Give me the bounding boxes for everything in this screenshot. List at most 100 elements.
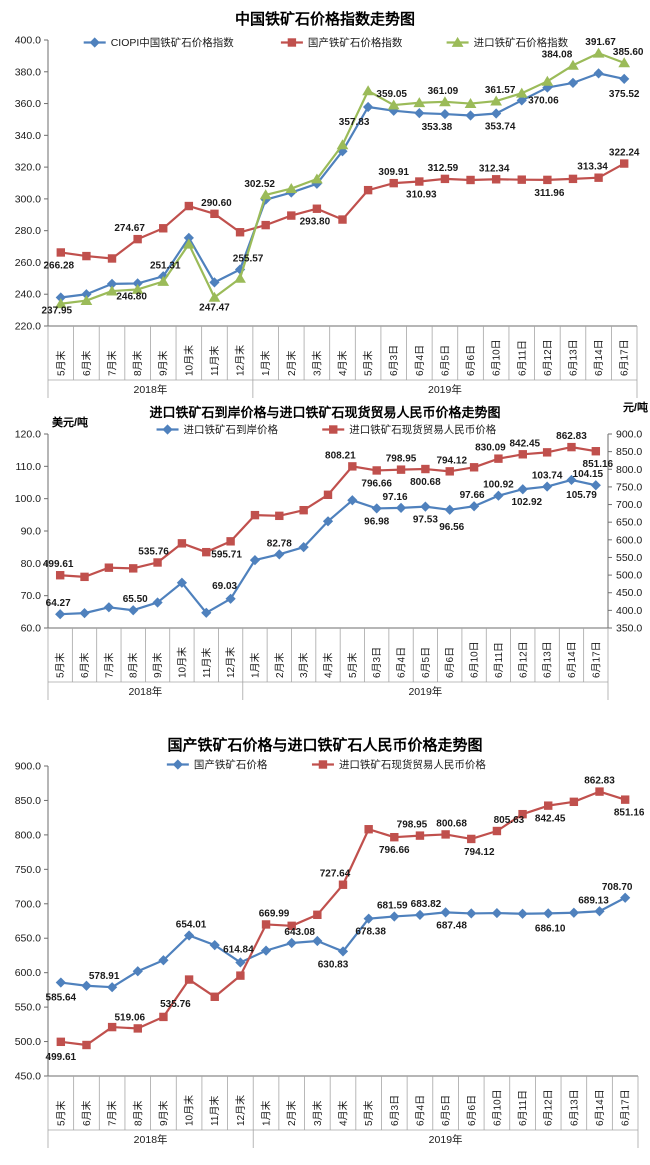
data-point-marker-triangle <box>362 85 374 96</box>
x-axis-label: 12月末 <box>224 647 237 678</box>
y-axis-label: 60.0 <box>21 623 42 635</box>
legend-label: 进口铁矿石现货贸易人民币价格 <box>339 758 486 771</box>
y-axis-label: 700.0 <box>15 898 41 910</box>
data-point-label: 361.09 <box>428 86 459 97</box>
series-line <box>60 790 626 1047</box>
x-axis-label: 6月5日 <box>439 345 451 376</box>
data-point-label: 309.91 <box>378 167 409 178</box>
x-axis-label: 6月3日 <box>389 1095 401 1126</box>
data-point-marker-triangle <box>439 96 451 107</box>
data-point-marker-square <box>235 228 245 237</box>
data-point-label: 595.71 <box>211 549 242 560</box>
x-axis-label: 3月末 <box>297 652 310 678</box>
data-point-marker-diamond <box>568 907 579 918</box>
x-axis-label: 6月14日 <box>566 641 578 678</box>
data-point-marker-triangle <box>182 238 195 249</box>
data-point-marker-diamond <box>79 608 90 619</box>
data-point-marker-square <box>226 537 235 546</box>
data-point-label: 82.78 <box>267 538 292 549</box>
data-point-marker-diamond <box>420 501 431 512</box>
x-axis-label: 1月末 <box>260 1100 273 1126</box>
x-axis-label: 6月11日 <box>516 340 528 376</box>
data-point-marker-diamond <box>286 937 297 949</box>
x-axis-label: 6月3日 <box>388 345 400 376</box>
data-point-marker-diamond <box>225 593 236 604</box>
data-point-label: 686.10 <box>535 923 566 934</box>
legend-item: 进口铁矿石到岸价格 <box>156 423 279 436</box>
data-point-marker-square <box>567 442 576 452</box>
series-line <box>60 72 625 299</box>
data-point-label: 312.34 <box>479 163 510 174</box>
data-point-marker-diamond <box>516 95 527 106</box>
data-point-marker-triangle <box>592 47 605 58</box>
data-point-marker-diamond <box>542 481 553 492</box>
data-point-label: 683.82 <box>411 899 442 910</box>
data-point-marker-triangle <box>259 189 272 200</box>
data-point-marker-square <box>313 910 322 920</box>
data-point-marker-square <box>133 1024 142 1033</box>
data-point-label: 237.95 <box>42 305 73 316</box>
data-point-marker-triangle <box>106 285 118 296</box>
data-point-marker-square <box>153 558 162 567</box>
data-point-label: 654.01 <box>176 919 207 930</box>
data-point-marker-square <box>421 464 430 474</box>
data-point-label: 796.66 <box>379 845 410 856</box>
right-y-axis-label: 850.0 <box>616 446 642 458</box>
data-point-marker-diamond <box>201 607 212 618</box>
data-point-label: 630.83 <box>318 959 349 970</box>
data-point-marker-diamond <box>543 908 554 919</box>
data-point-marker-diamond <box>593 68 604 79</box>
data-point-label: 290.60 <box>201 198 232 209</box>
data-point-label: 805.63 <box>494 815 525 826</box>
right-y-axis-label: 750.0 <box>616 481 642 493</box>
data-point-label: 499.61 <box>43 559 74 570</box>
data-point-marker-diamond <box>347 495 358 506</box>
right-y-axis-label: 550.0 <box>616 552 642 564</box>
data-point-label: 69.03 <box>212 581 237 592</box>
x-axis-label: 6月12日 <box>517 641 529 678</box>
data-point-marker-diamond <box>209 277 220 288</box>
right-y-axis-label: 700.0 <box>616 499 642 511</box>
data-point-marker-square <box>80 572 89 582</box>
data-point-label: 353.38 <box>422 122 453 133</box>
x-axis-label: 8月末 <box>131 1100 144 1126</box>
legend-label: CIOPI中国铁矿石价格指数 <box>111 36 235 49</box>
data-point-marker-square <box>55 571 65 580</box>
data-point-marker-triangle <box>208 291 221 302</box>
year-group-label: 2018年 <box>134 383 168 396</box>
data-point-label: 519.06 <box>114 1012 145 1023</box>
x-axis-label: 6月4日 <box>414 1095 426 1126</box>
data-point-marker-triangle <box>336 139 349 150</box>
data-point-label: 375.52 <box>609 89 640 100</box>
legend-label: 进口铁矿石到岸价格 <box>184 423 279 436</box>
data-point-label: 585.64 <box>46 993 77 1004</box>
data-point-marker-triangle <box>157 275 170 286</box>
data-point-marker-square <box>544 801 553 810</box>
data-point-marker-square <box>133 234 142 244</box>
x-axis-label: 9月末 <box>157 1100 170 1126</box>
data-point-marker-square <box>619 159 629 168</box>
x-axis-label: 12月末 <box>234 1095 247 1126</box>
data-point-marker-square <box>312 204 322 213</box>
data-point-label: 391.67 <box>585 37 616 48</box>
x-axis-label: 8月末 <box>127 652 140 678</box>
data-point-marker-square <box>323 490 333 499</box>
data-point-marker-square <box>287 38 297 47</box>
x-axis-label: 6月4日 <box>396 647 408 678</box>
x-axis-label: 4月末 <box>336 350 349 376</box>
x-axis-label: 3月末 <box>310 350 323 376</box>
x-axis-label: 7月末 <box>106 350 119 376</box>
data-point-marker-diamond <box>172 759 183 770</box>
data-point-marker-square <box>287 211 296 220</box>
data-point-marker-diamond <box>395 502 407 513</box>
data-point-marker-square <box>620 795 630 804</box>
data-point-marker-diamond <box>517 484 528 495</box>
data-point-marker-triangle <box>234 272 246 283</box>
data-point-marker-square <box>363 185 373 195</box>
y-axis-label: 380.0 <box>15 66 41 78</box>
x-axis-label: 8月末 <box>131 350 144 376</box>
x-axis-label: 9月末 <box>151 652 164 678</box>
chart-import-cif-vs-rmb-price: 进口铁矿石到岸价格与进口铁矿石现货贸易人民币价格走势图 美元/吨 元/吨 60.… <box>15 400 648 700</box>
legend-item: 进口铁矿石价格指数 <box>446 36 569 49</box>
right-y-axis-label: 900.0 <box>616 429 642 441</box>
